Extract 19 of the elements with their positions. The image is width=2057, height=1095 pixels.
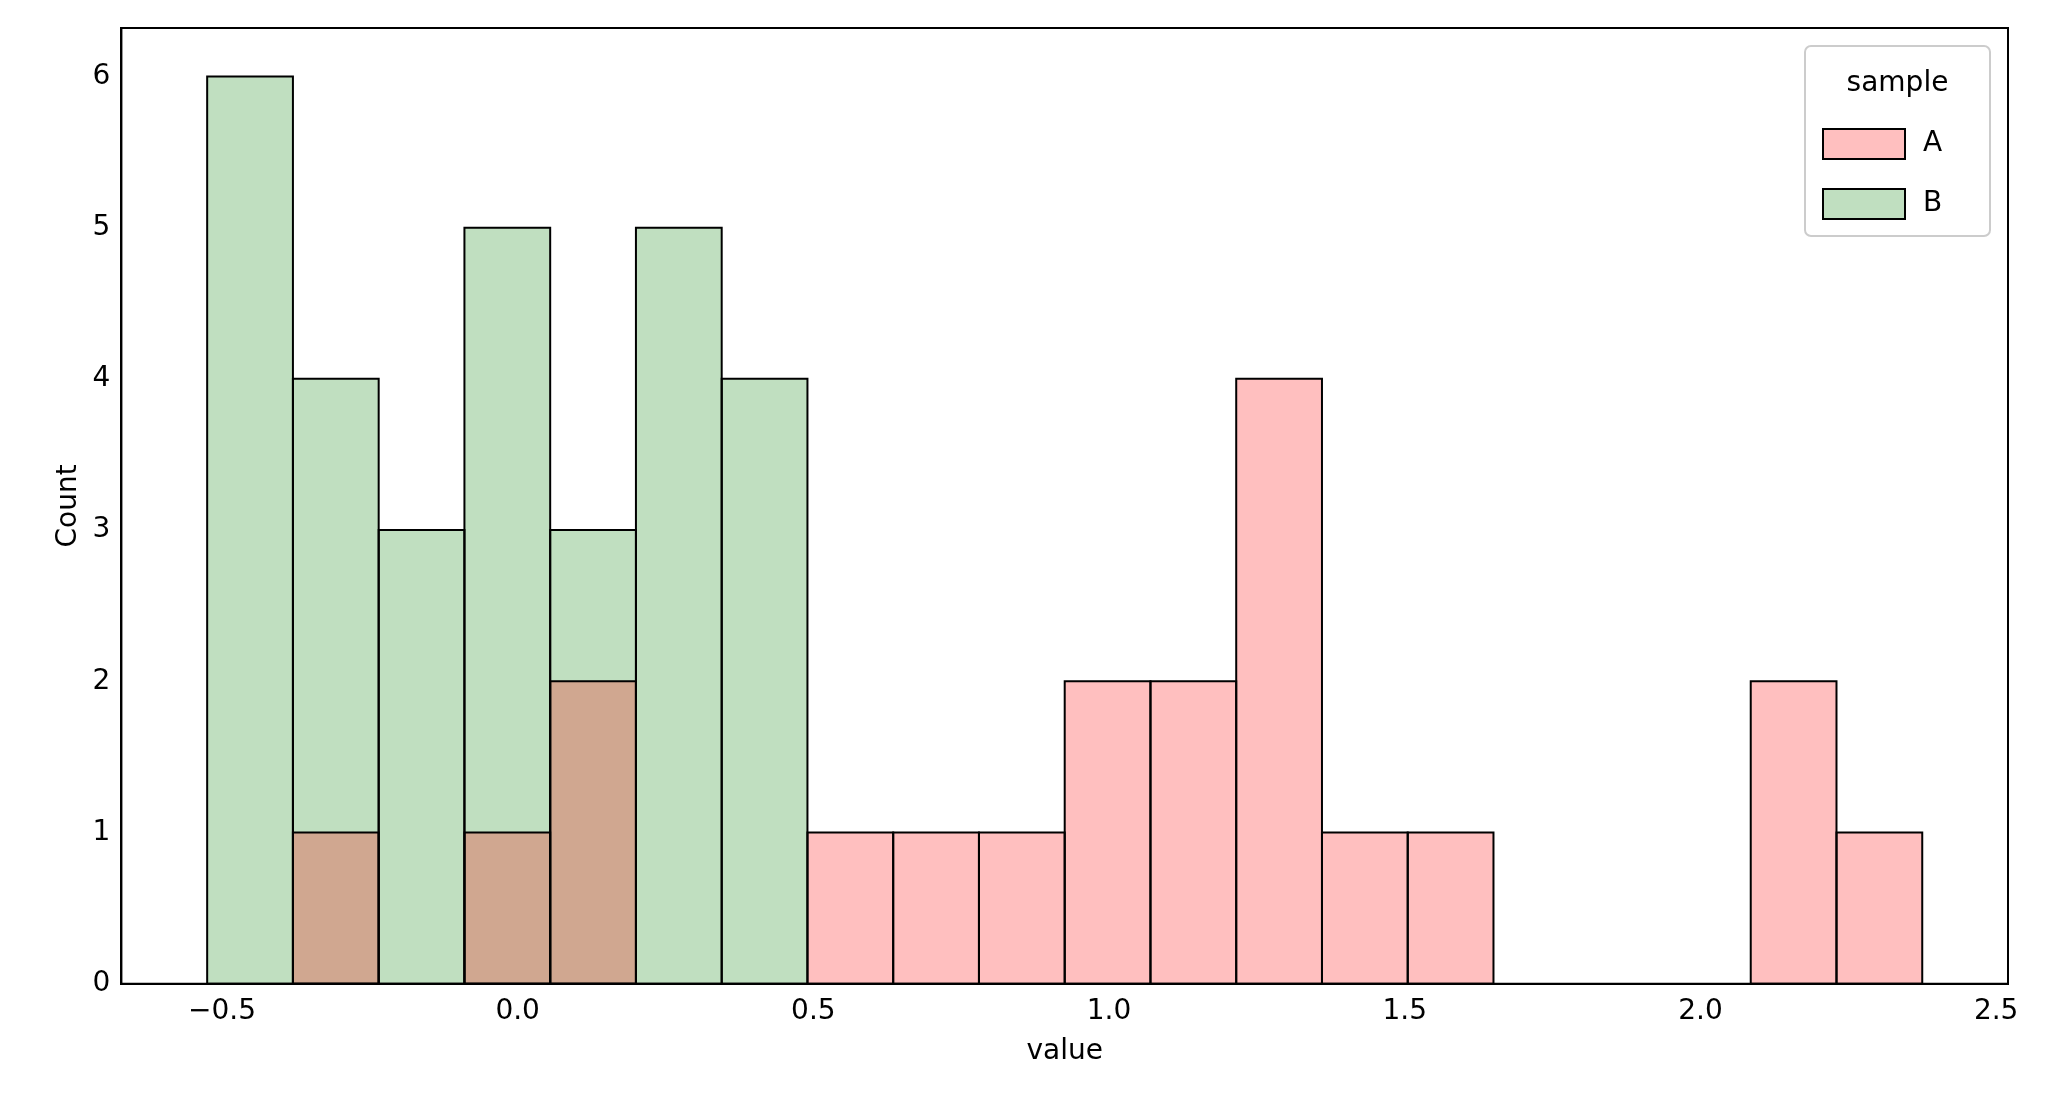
y-tick-label: 3 bbox=[92, 511, 111, 545]
x-tick-label: 0.5 bbox=[791, 992, 836, 1026]
y-tick-label: 0 bbox=[92, 965, 111, 999]
legend-label: A bbox=[1923, 125, 1943, 159]
x-tick-label: 0.0 bbox=[495, 992, 540, 1026]
x-tick-label: 2.5 bbox=[1973, 992, 2019, 1026]
y-tick-label: 5 bbox=[92, 208, 111, 242]
x-tick-label: 1.0 bbox=[1086, 992, 1132, 1026]
y-tick-label: 2 bbox=[92, 662, 111, 696]
legend-label: B bbox=[1923, 185, 1943, 219]
x-axis-title: value bbox=[1026, 1033, 1103, 1067]
y-axis-title: Count bbox=[50, 464, 84, 548]
x-tick-label: −0.5 bbox=[187, 992, 256, 1026]
x-tick-label: 2.0 bbox=[1678, 992, 1723, 1026]
x-tick-label: 1.5 bbox=[1382, 992, 1428, 1026]
legend-title: sample bbox=[1846, 65, 1949, 99]
y-tick-label: 6 bbox=[92, 57, 111, 91]
y-tick-label: 1 bbox=[92, 813, 111, 847]
y-tick-label: 4 bbox=[92, 360, 111, 394]
